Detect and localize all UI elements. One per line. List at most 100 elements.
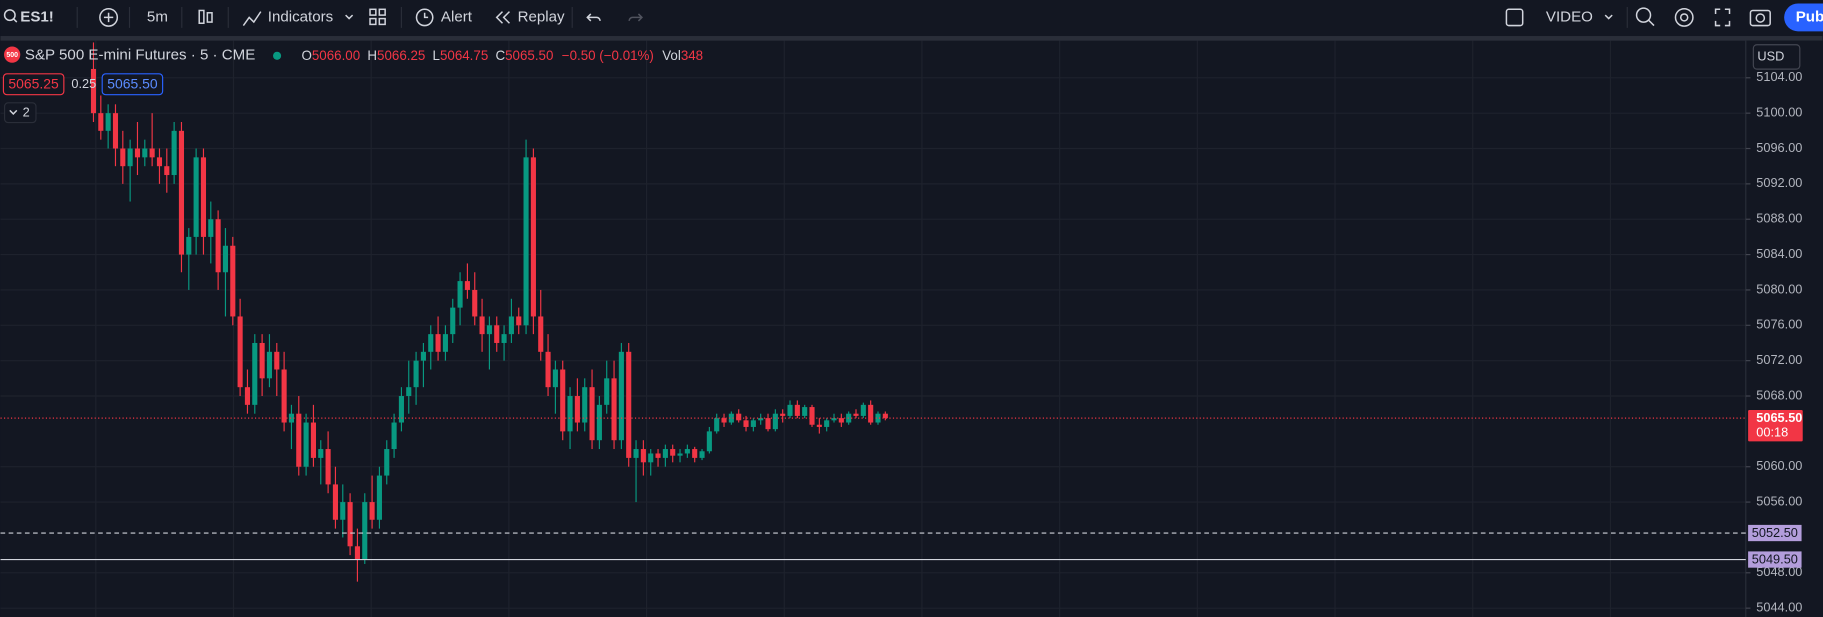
undo-button[interactable] — [586, 13, 601, 22]
candle-body — [670, 449, 676, 456]
bid: 5065.25 — [8, 76, 59, 92]
search-icon — [1635, 7, 1652, 23]
currency-button[interactable] — [1752, 44, 1801, 70]
c-value: 5065.50 — [505, 47, 553, 62]
y-tick-label: 5080.00 — [1756, 281, 1802, 296]
snapshot-button[interactable] — [1749, 9, 1771, 27]
candle-body — [303, 422, 309, 467]
candle-body — [560, 369, 566, 432]
candle-body — [626, 351, 632, 458]
dropdown-chevron[interactable] — [345, 14, 354, 20]
candle-body — [340, 502, 346, 520]
candle-body — [618, 351, 624, 441]
publish-label: Publ — [1796, 8, 1823, 25]
legend-title: S&P 500 E-mini Futures · 5 · CME — [25, 47, 255, 64]
candle-body — [325, 449, 331, 485]
grid-icon — [369, 8, 377, 16]
candle-body — [574, 396, 580, 423]
candle-body — [604, 378, 610, 405]
candle-body — [215, 219, 221, 273]
candle-body — [98, 113, 104, 131]
candle-body — [428, 334, 434, 352]
candle-body — [391, 422, 397, 450]
ask: 5065.50 — [107, 76, 158, 92]
quick-search-button[interactable] — [1635, 7, 1655, 27]
candle-body — [787, 404, 793, 416]
candle-body — [464, 281, 470, 290]
candle-body — [736, 413, 742, 421]
candle-body — [765, 418, 771, 430]
candle-body — [860, 404, 866, 416]
h-label: H — [367, 47, 377, 62]
candle-body — [728, 413, 734, 423]
layout-name[interactable]: VIDEO — [1546, 8, 1593, 25]
y-tick-label: 5088.00 — [1756, 211, 1802, 226]
candle-body — [354, 546, 360, 560]
fullscreen-button[interactable] — [1714, 8, 1731, 27]
settings-button[interactable] — [1674, 7, 1694, 27]
bid-box[interactable] — [2, 73, 65, 96]
interval-button[interactable]: 5m — [147, 8, 168, 25]
candle-body — [743, 420, 749, 427]
chevron — [9, 109, 18, 115]
candle-icon — [198, 9, 205, 24]
legend: 500 S&P 500 E-mini Futures · 5 · CME O 50… — [2, 46, 703, 124]
collapse-button[interactable] — [4, 102, 37, 124]
line-price-label-bg — [1748, 551, 1802, 568]
compare-button[interactable] — [99, 7, 119, 27]
candle-body — [824, 420, 830, 427]
candle-body — [281, 369, 287, 423]
candle-body — [252, 342, 258, 405]
dropdown-chevron[interactable] — [1604, 14, 1613, 20]
candle-body — [552, 369, 558, 388]
candle-body — [677, 453, 683, 456]
candle-body — [816, 424, 822, 427]
candle-body — [853, 413, 859, 416]
camera-icon — [1749, 9, 1771, 27]
plot — [0, 42, 1746, 582]
o-label: O — [301, 47, 311, 62]
indicators-button[interactable]: Indicators — [242, 8, 333, 27]
y-tick-label: 5056.00 — [1756, 493, 1802, 508]
candle-body — [714, 418, 720, 432]
candle-body — [706, 431, 712, 452]
candle-body — [127, 148, 133, 167]
y-tick-label: 5100.00 — [1756, 105, 1802, 120]
candle-body — [494, 325, 500, 343]
plus-icon — [103, 12, 114, 23]
symbol-search[interactable]: ES1! — [3, 8, 54, 25]
toolbar: ES1! 5m Indicators Alert Replay VIDEO — [0, 0, 1823, 41]
l-label: L — [433, 47, 440, 62]
candle-body — [868, 404, 874, 423]
candle-body — [384, 449, 390, 476]
y-tick-label: 5104.00 — [1756, 69, 1802, 84]
price-axis — [1745, 40, 1823, 617]
candle-body — [442, 334, 448, 352]
ask-box[interactable] — [101, 73, 164, 96]
layout-icon[interactable] — [1505, 8, 1524, 27]
candle-body — [875, 413, 881, 423]
candle-body — [538, 316, 544, 352]
candle-body — [545, 351, 551, 388]
candle-body — [362, 502, 368, 560]
replay-button[interactable]: Replay — [495, 8, 565, 25]
candle-body — [567, 396, 573, 432]
countdown: 00:18 — [1756, 425, 1788, 440]
candle-body — [178, 130, 185, 255]
badge-text: 500 — [6, 52, 18, 59]
redo-button[interactable] — [628, 13, 643, 22]
alert-button[interactable]: Alert — [415, 8, 473, 27]
alert-icon — [415, 8, 434, 27]
y-tick-label: 5044.00 — [1756, 600, 1802, 615]
chart-type-button[interactable] — [198, 9, 213, 24]
change: −0.50 (−0.01%) — [562, 47, 654, 62]
candle-body — [721, 418, 727, 423]
candle-body — [450, 307, 456, 335]
candle-body — [413, 360, 419, 388]
layouts-button[interactable] — [369, 8, 386, 26]
alert-label: Alert — [441, 8, 473, 25]
candle-body — [486, 325, 492, 335]
candle-body — [156, 157, 163, 167]
publish-button[interactable]: Publ — [1784, 3, 1823, 32]
